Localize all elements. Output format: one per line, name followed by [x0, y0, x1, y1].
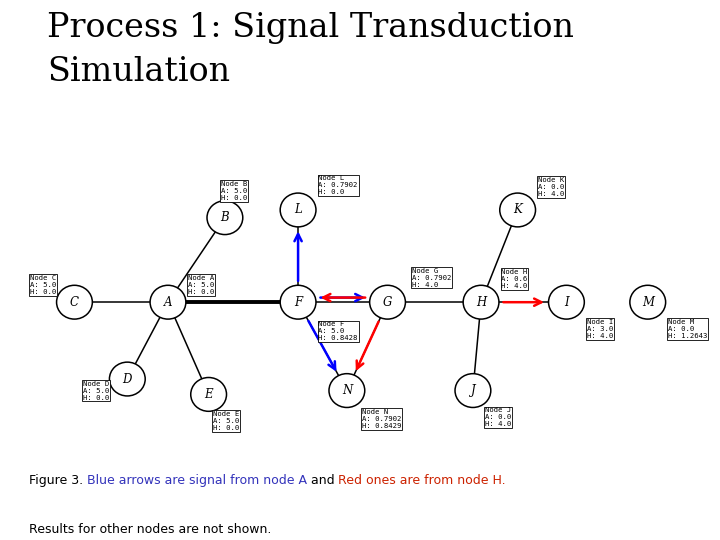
Text: Blue arrows are signal from node A: Blue arrows are signal from node A — [86, 474, 307, 487]
Text: G: G — [383, 296, 392, 309]
Circle shape — [191, 377, 227, 411]
Text: and: and — [307, 474, 338, 487]
Text: H: H — [476, 296, 486, 309]
Text: Process 1: Signal Transduction
Simulation: Process 1: Signal Transduction Simulatio… — [47, 12, 574, 88]
Text: Figure 3.: Figure 3. — [29, 474, 86, 487]
Circle shape — [280, 193, 316, 227]
Text: Node L
A: 0.7902
H: 0.0: Node L A: 0.7902 H: 0.0 — [318, 176, 358, 195]
Circle shape — [109, 362, 145, 396]
Text: Node F
A: 5.0
H: 0.8428: Node F A: 5.0 H: 0.8428 — [318, 321, 358, 341]
Circle shape — [369, 285, 405, 319]
Text: Node H
A: 0.6
H: 4.0: Node H A: 0.6 H: 4.0 — [501, 269, 528, 289]
Text: J: J — [471, 384, 475, 397]
Text: Node B
A: 5.0
H: 0.0: Node B A: 5.0 H: 0.0 — [221, 181, 247, 201]
Text: L: L — [294, 204, 302, 217]
Text: A: A — [163, 296, 172, 309]
Text: Results for other nodes are not shown.: Results for other nodes are not shown. — [29, 523, 271, 536]
Circle shape — [463, 285, 499, 319]
Circle shape — [500, 193, 536, 227]
Text: M: M — [642, 296, 654, 309]
Text: Node G
A: 0.7902
H: 4.0: Node G A: 0.7902 H: 4.0 — [412, 268, 451, 288]
Text: Node I
A: 3.0
H: 4.0: Node I A: 3.0 H: 4.0 — [587, 319, 613, 339]
Text: Node N
A: 0.7902
H: 0.8429: Node N A: 0.7902 H: 0.8429 — [361, 409, 401, 429]
Circle shape — [329, 374, 365, 408]
Text: N: N — [342, 384, 352, 397]
Text: Node K
A: 0.0
H: 4.0: Node K A: 0.0 H: 4.0 — [538, 177, 564, 197]
Circle shape — [207, 201, 243, 234]
Text: Node C
A: 5.0
H: 0.0: Node C A: 5.0 H: 0.0 — [30, 275, 56, 295]
Circle shape — [630, 285, 665, 319]
Text: Node A
A: 5.0
H: 0.0: Node A A: 5.0 H: 0.0 — [189, 275, 215, 295]
Text: I: I — [564, 296, 569, 309]
Text: Red ones are from node H.: Red ones are from node H. — [338, 474, 506, 487]
Circle shape — [280, 285, 316, 319]
Circle shape — [150, 285, 186, 319]
Text: Node J
A: 0.0
H: 4.0: Node J A: 0.0 H: 4.0 — [485, 408, 511, 428]
Text: K: K — [513, 204, 522, 217]
Text: Node D
A: 5.0
H: 0.0: Node D A: 5.0 H: 0.0 — [83, 381, 109, 401]
Circle shape — [57, 285, 92, 319]
Circle shape — [455, 374, 491, 408]
Text: C: C — [70, 296, 79, 309]
Circle shape — [549, 285, 585, 319]
Text: F: F — [294, 296, 302, 309]
Text: B: B — [220, 211, 229, 224]
Text: Node E
A: 5.0
H: 0.0: Node E A: 5.0 H: 0.0 — [212, 411, 239, 431]
Text: D: D — [122, 373, 132, 386]
Text: Node M
A: 0.0
H: 1.2643: Node M A: 0.0 H: 1.2643 — [668, 319, 708, 339]
Text: E: E — [204, 388, 213, 401]
